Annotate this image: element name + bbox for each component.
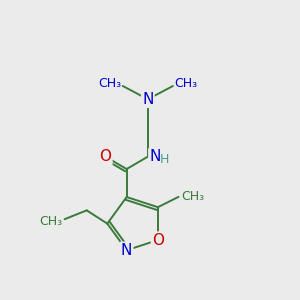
Text: O: O [152, 232, 164, 247]
Text: CH₃: CH₃ [98, 77, 121, 90]
Text: N: N [149, 149, 161, 164]
Text: CH₃: CH₃ [39, 215, 62, 228]
Text: N: N [121, 243, 132, 258]
Text: H: H [160, 152, 170, 166]
Text: N: N [142, 92, 154, 107]
Text: CH₃: CH₃ [174, 77, 197, 90]
Text: O: O [99, 149, 111, 164]
Text: CH₃: CH₃ [181, 190, 204, 203]
